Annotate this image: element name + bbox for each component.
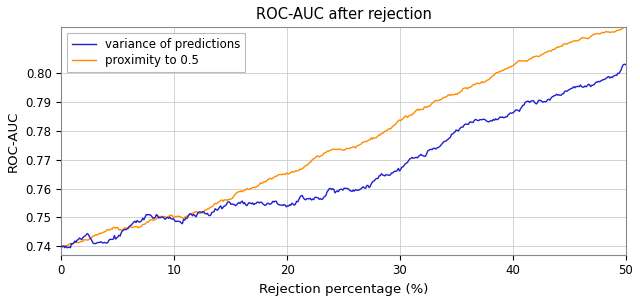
proximity to 0.5 xyxy=(621,25,628,28)
proximity to 0.5 xyxy=(622,25,630,29)
Line: variance of predictions: variance of predictions xyxy=(61,64,626,248)
proximity to 0.5 xyxy=(59,245,67,249)
variance of predictions xyxy=(609,74,617,78)
Y-axis label: ROC-AUC: ROC-AUC xyxy=(7,110,20,172)
proximity to 0.5 xyxy=(330,148,338,151)
variance of predictions xyxy=(63,246,71,250)
variance of predictions xyxy=(364,184,372,187)
proximity to 0.5 xyxy=(609,30,617,34)
variance of predictions xyxy=(621,62,628,66)
X-axis label: Rejection percentage (%): Rejection percentage (%) xyxy=(259,283,428,296)
variance of predictions xyxy=(58,244,65,248)
variance of predictions xyxy=(622,63,630,66)
proximity to 0.5 xyxy=(326,148,334,152)
proximity to 0.5 xyxy=(364,139,372,142)
Legend: variance of predictions, proximity to 0.5: variance of predictions, proximity to 0.… xyxy=(67,33,245,72)
proximity to 0.5 xyxy=(58,244,65,248)
proximity to 0.5 xyxy=(394,119,402,123)
Line: proximity to 0.5: proximity to 0.5 xyxy=(61,27,626,247)
proximity to 0.5 xyxy=(521,59,529,62)
variance of predictions xyxy=(330,188,338,191)
variance of predictions xyxy=(326,187,334,190)
variance of predictions xyxy=(394,167,402,170)
variance of predictions xyxy=(521,101,529,105)
Title: ROC-AUC after rejection: ROC-AUC after rejection xyxy=(255,7,431,22)
